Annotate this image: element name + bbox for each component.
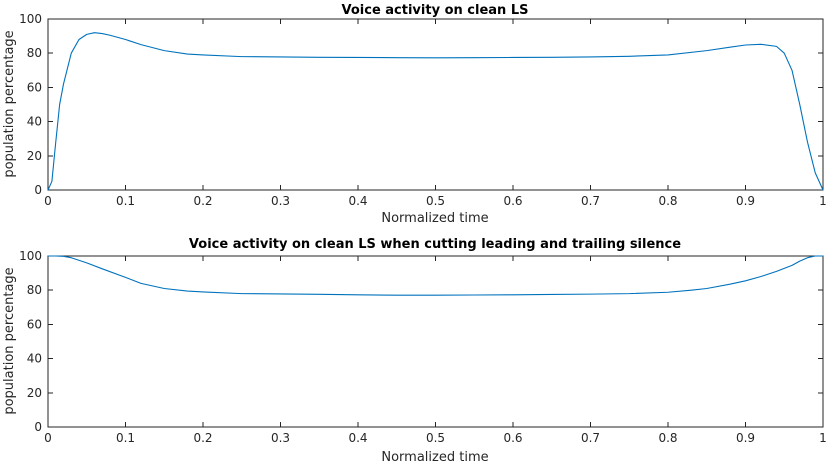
x-tick-label: 0 [44,431,52,445]
y-tick-label: 60 [27,80,42,94]
x-tick-label: 0.5 [426,194,445,208]
x-tick-label: 0.7 [581,431,600,445]
x-tick-label: 0.8 [658,431,677,445]
y-tick-label: 20 [27,386,42,400]
x-tick-label: 0.8 [658,194,677,208]
y-tick-label: 80 [27,283,42,297]
y-tick-label: 40 [27,115,42,129]
y-axis-label: population percentage [2,267,17,414]
x-tick-label: 0.3 [271,431,290,445]
series-line [47,32,824,191]
y-tick-label: 100 [19,249,42,263]
x-tick-label: 0.6 [503,431,522,445]
x-tick-label: 0.2 [193,431,212,445]
x-tick-label: 0.1 [116,194,135,208]
x-axis-label: Normalized time [381,450,488,464]
y-tick-label: 80 [27,46,42,60]
y-tick-label: 0 [34,420,42,434]
y-tick-label: 0 [34,183,42,197]
x-tick-label: 0.5 [426,431,445,445]
x-tick-label: 0.2 [193,194,212,208]
x-tick-label: 0.4 [348,431,367,445]
y-tick-label: 40 [27,352,42,366]
x-tick-label: 0.4 [348,194,367,208]
x-axis-label: Normalized time [381,211,488,226]
x-tick-label: 0.3 [271,194,290,208]
chart-bottom: Voice activity on clean LS when cutting … [2,237,827,464]
y-tick-label: 100 [19,12,42,26]
chart-title: Voice activity on clean LS when cutting … [189,237,681,252]
plot-area [47,18,824,191]
y-tick-label: 60 [27,317,42,331]
x-tick-label: 1 [819,194,827,208]
x-tick-label: 0.7 [581,194,600,208]
series-line [48,255,823,296]
plot-area [47,255,824,428]
y-axis-label: population percentage [2,30,17,177]
x-tick-label: 0 [44,194,52,208]
x-tick-label: 0.9 [736,194,755,208]
chart-top: Voice activity on clean LS Normalized ti… [2,3,827,226]
y-tick-label: 20 [27,149,42,163]
x-tick-label: 1 [819,431,827,445]
x-tick-label: 0.6 [503,194,522,208]
x-tick-label: 0.1 [116,431,135,445]
chart-title: Voice activity on clean LS [342,3,529,18]
x-tick-label: 0.9 [736,431,755,445]
